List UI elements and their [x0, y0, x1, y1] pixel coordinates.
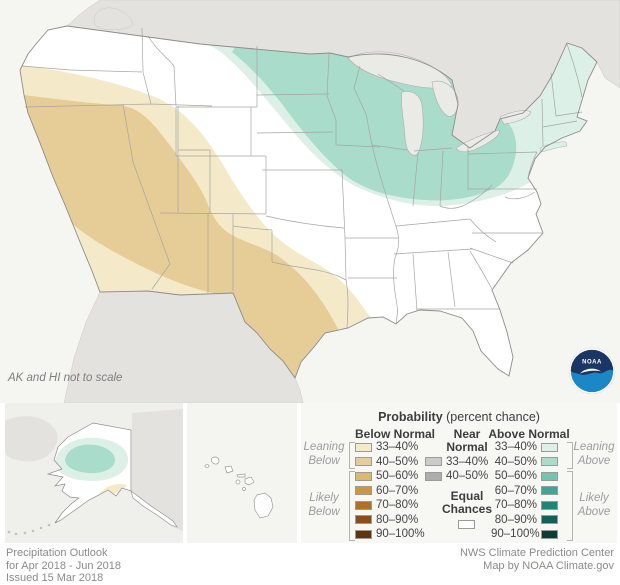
footer: Precipitation Outlook for Apr 2018 - Jun…: [0, 543, 620, 585]
legend-row: 50–60%: [355, 469, 425, 484]
equal-chances-swatch: [458, 520, 475, 529]
likely-above-label: Likely Above: [577, 492, 611, 518]
russia-region: [5, 416, 58, 462]
noaa-logo-text: NOAA: [582, 360, 602, 366]
leaning-above-bracket: [567, 442, 573, 469]
legend-row: 33–40%: [425, 455, 488, 470]
color-swatch: [425, 457, 442, 467]
color-swatch: [355, 500, 372, 510]
color-swatch: [425, 471, 442, 481]
noaa-logo-sky: [570, 349, 614, 375]
vancouver-island: [94, 7, 133, 30]
leaning-above-label: Leaning Above: [573, 441, 615, 467]
lake-ontario: [499, 110, 532, 125]
hawaii-map: [204, 456, 274, 519]
hawaii-inset-panel: [187, 403, 297, 543]
color-swatch: [541, 457, 558, 467]
color-swatch: [541, 529, 558, 539]
likely-above-bracket: [567, 471, 573, 541]
color-swatch: [541, 471, 558, 481]
legend-row: 80–90%: [355, 513, 425, 528]
legend-row: 70–80%: [355, 498, 425, 513]
legend-title: Probability (percent chance): [378, 410, 540, 424]
color-swatch: [355, 457, 372, 467]
likely-below-bracket: [349, 471, 355, 541]
near-normal-scale: 33–40% 40–50%: [425, 455, 488, 484]
hawaiian-islands: [204, 456, 274, 519]
lake-superior: [347, 51, 453, 89]
conus-map: [0, 0, 620, 403]
above-normal-scale: 33–40% 40–50% 50–60% 60–70% 70–80% 80–90…: [491, 440, 558, 542]
footer-left-text: Precipitation Outlook for Apr 2018 - Jun…: [6, 547, 121, 584]
aleutian-islands: [7, 523, 51, 536]
below-normal-40-50-region: [20, 94, 346, 378]
color-swatch: [355, 442, 372, 452]
above-normal-header: Above Normal: [488, 427, 570, 441]
legend-row: 60–70%: [491, 484, 558, 499]
color-swatch: [541, 442, 558, 452]
noaa-logo: NOAA: [568, 347, 616, 395]
alaska-inset-panel: [5, 403, 183, 543]
color-swatch: [541, 515, 558, 525]
color-swatch: [355, 529, 372, 539]
legend-row: 60–70%: [355, 484, 425, 499]
ak-above-40-region: [65, 444, 116, 474]
legend-row: 80–90%: [491, 513, 558, 528]
noaa-logo-gull-icon: [580, 368, 601, 374]
color-swatch: [355, 471, 372, 481]
color-swatch: [541, 486, 558, 496]
likely-below-label: Likely Below: [308, 492, 340, 518]
legend-row: 40–50%: [491, 455, 558, 470]
legend-row: 70–80%: [491, 498, 558, 513]
leaning-below-bracket: [349, 442, 355, 469]
legend-row: 50–60%: [491, 469, 558, 484]
alaska-map: [5, 409, 183, 536]
lake-huron: [431, 80, 459, 117]
alaska-panhandle: [130, 490, 178, 528]
below-normal-scale: 33–40% 40–50% 50–60% 60–70% 70–80% 80–90…: [355, 440, 425, 542]
legend-row: 90–100%: [355, 527, 425, 542]
leaning-below-label: Leaning Below: [303, 441, 345, 467]
below-normal-header: Below Normal: [354, 427, 435, 441]
probability-legend: Probability (percent chance) Below Norma…: [301, 403, 617, 543]
state-borders: [21, 27, 583, 329]
bottom-strip: Probability (percent chance) Below Norma…: [0, 403, 620, 543]
legend-row: 40–50%: [355, 455, 425, 470]
legend-row: 40–50%: [425, 469, 488, 484]
canada-region-ak: [132, 409, 183, 531]
color-swatch: [355, 515, 372, 525]
color-swatch: [541, 500, 558, 510]
legend-row: 33–40%: [491, 440, 558, 455]
legend-row: 90–100%: [491, 527, 558, 542]
near-normal-header: Near Normal: [446, 427, 488, 454]
map-note: AK and HI not to scale: [8, 372, 123, 384]
equal-chances-label: Equal Chances: [441, 489, 493, 516]
color-swatch: [355, 486, 372, 496]
legend-row: 33–40%: [355, 440, 425, 455]
footer-credit-text: NWS Climate Prediction Center Map by NOA…: [459, 547, 614, 572]
